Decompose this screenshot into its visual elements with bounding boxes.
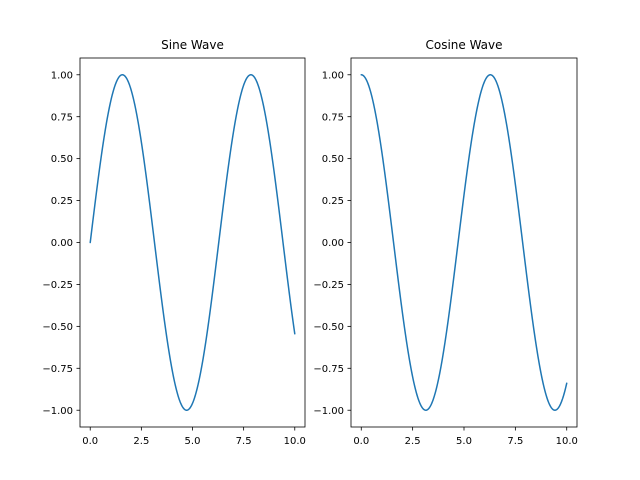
y-tick-label: 0.25 (322, 196, 344, 207)
y-tick-label: 0.75 (51, 112, 73, 123)
x-tick-label: 10.0 (556, 436, 578, 447)
chart-root: 1.00 0.75 0.50 0.25 0.00 −0.25 −0.50 −0.75 −1.00… (42, 38, 578, 447)
y-tick-label: 0.00 (322, 238, 344, 249)
y-tick-label: 0.50 (322, 154, 344, 165)
axes-2: 1.00 0.75 0.50 0.25 0.00 −0.25 −0.50 −0.75 −1.00… (313, 38, 578, 447)
y-tick-label: 1.00 (322, 70, 344, 81)
x-tick-label: 7.5 (507, 436, 523, 447)
x-tick-label: 7.5 (236, 436, 252, 447)
chart-title: Sine Wave (161, 38, 224, 52)
x-tick-label: 5.0 (185, 436, 201, 447)
x-tick-label: 2.5 (133, 436, 149, 447)
x-tick-label: 5.0 (456, 436, 472, 447)
x-tick-label: 10.0 (284, 436, 306, 447)
y-tick-label: 0.75 (322, 112, 344, 123)
y-tick-label: −0.50 (42, 322, 73, 333)
x-tick-label: 2.5 (405, 436, 421, 447)
y-tick-label: −0.25 (313, 280, 344, 291)
y-tick-label: −0.75 (313, 364, 344, 375)
y-tick-label: 1.00 (51, 70, 73, 81)
y-tick-label: −0.25 (42, 280, 73, 291)
series-line-sin (89, 74, 296, 411)
y-tick-label: −0.50 (313, 322, 344, 333)
y-tick-label: 0.25 (51, 196, 73, 207)
y-tick-label: −1.00 (313, 406, 344, 417)
x-tick-label: 0.0 (82, 436, 98, 447)
chart-title: Cosine Wave (425, 38, 502, 52)
axes-1: 1.00 0.75 0.50 0.25 0.00 −0.25 −0.50 −0.75 −1.00… (42, 38, 306, 447)
y-tick-label: −1.00 (42, 406, 73, 417)
y-tick-label: −0.75 (42, 364, 73, 375)
y-tick-label: 0.00 (51, 238, 73, 249)
axes-frame (79, 57, 306, 428)
x-tick-label: 0.0 (353, 436, 369, 447)
series-line-cos (360, 74, 568, 411)
axes-frame (350, 57, 578, 428)
y-tick-label: 0.50 (51, 154, 73, 165)
